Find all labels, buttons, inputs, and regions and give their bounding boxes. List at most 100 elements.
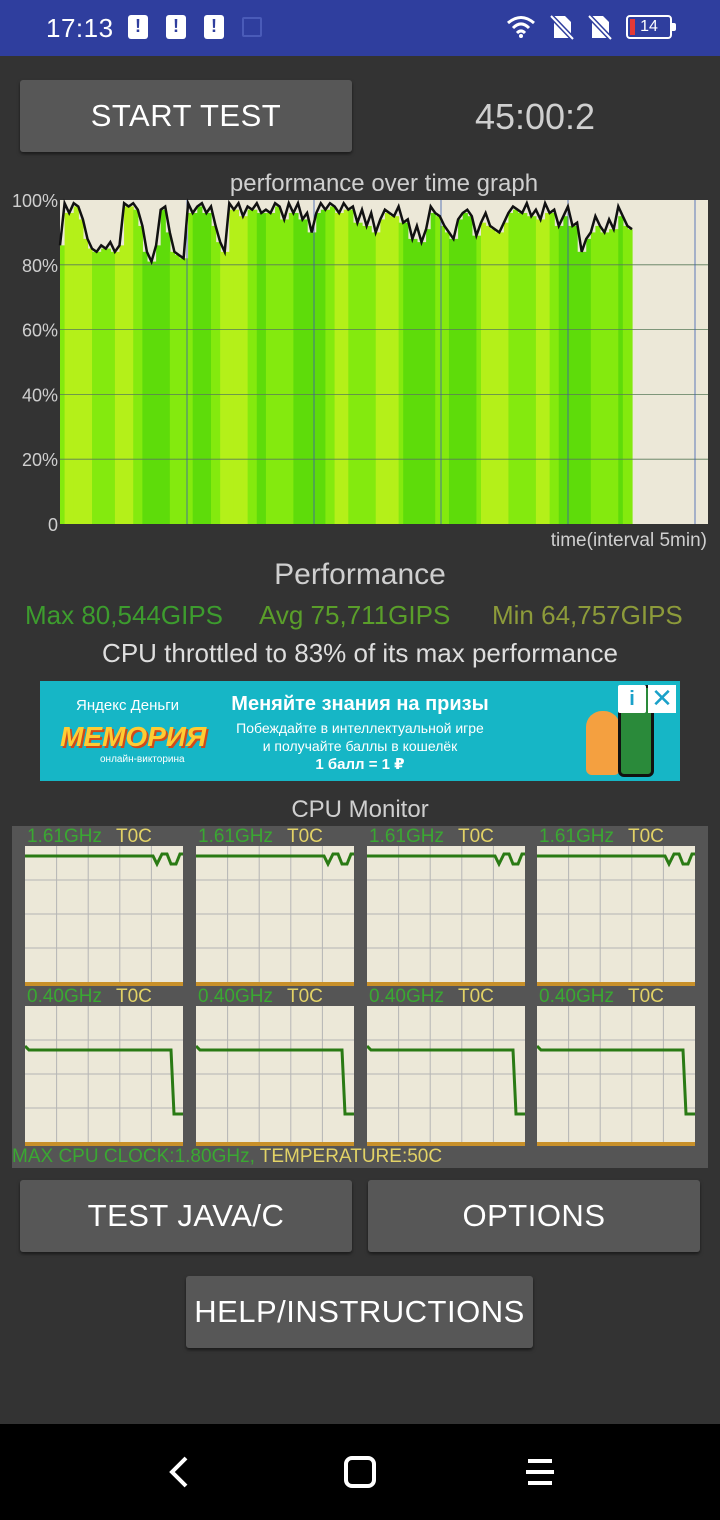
cpu-core-temperature: T0C <box>286 986 323 1007</box>
performance-bar <box>439 225 445 525</box>
no-sim-icon <box>550 14 574 40</box>
cpu-core-frequency: 0.40GHz <box>539 986 614 1007</box>
menu-icon[interactable] <box>520 1452 560 1492</box>
performance-bar <box>188 212 194 524</box>
performance-bar <box>371 232 377 524</box>
performance-bar <box>430 212 436 524</box>
cpu-core-label: 1.61GHz T0C <box>198 826 323 848</box>
performance-bar <box>243 216 249 524</box>
ad-brand-sub: онлайн-викторина <box>100 754 185 765</box>
avg-stat: Avg 75,711GIPS <box>259 600 451 630</box>
performance-bar <box>128 206 134 525</box>
performance-bar <box>151 261 157 524</box>
start-test-button[interactable]: START TEST <box>20 80 352 152</box>
performance-bar <box>403 222 409 524</box>
test-java-c-button[interactable]: TEST JAVA/C <box>20 1180 352 1252</box>
alert-icon <box>204 15 224 39</box>
ad-body-line: Побеждайте в интеллектуальной игре <box>236 720 484 736</box>
performance-bar <box>339 212 345 524</box>
throttle-text: CPU throttled to 83% of its max performa… <box>102 638 618 668</box>
performance-bar <box>554 225 560 525</box>
status-time: 17:13 <box>46 13 114 43</box>
performance-bar <box>426 229 432 524</box>
test-timer: 45:00:2 <box>474 96 596 137</box>
performance-bar <box>133 209 139 524</box>
help-instructions-button[interactable]: HELP/INSTRUCTIONS <box>186 1276 533 1348</box>
performance-bar <box>471 235 478 524</box>
performance-bar <box>499 232 505 524</box>
performance-bar <box>380 219 386 524</box>
cpu-core-label: 0.40GHz T0C <box>369 986 494 1008</box>
cpu-core-temperature: T0C <box>457 826 494 847</box>
performance-bar <box>609 229 615 524</box>
cpu-core-frequency-line <box>25 1044 183 1116</box>
graph-y-tick: 0 <box>48 515 58 535</box>
cpu-core-frequency: 1.61GHz <box>27 826 102 847</box>
performance-bar <box>288 212 294 524</box>
performance-bar <box>540 219 546 524</box>
performance-bar <box>192 212 198 524</box>
performance-bar <box>526 216 532 524</box>
cpu-core-label: 1.61GHz T0C <box>27 826 152 848</box>
performance-bar <box>362 225 368 525</box>
options-button[interactable]: OPTIONS <box>368 1180 700 1252</box>
performance-bar <box>407 238 413 524</box>
gallery-icon <box>242 17 262 37</box>
cpu-core-graph <box>25 846 183 986</box>
performance-bar <box>256 212 262 524</box>
cpu-core-frequency: 0.40GHz <box>369 986 444 1007</box>
performance-bar <box>252 209 258 524</box>
alert-icon <box>128 15 148 39</box>
performance-bar <box>284 219 290 524</box>
ad-banner[interactable]: Яндекс Деньги МЕМОРИЯ онлайн-викторина М… <box>40 681 680 781</box>
performance-bar <box>480 222 487 524</box>
performance-bar <box>577 251 583 524</box>
performance-bar <box>366 225 372 525</box>
no-sim-icon <box>588 14 612 40</box>
cpu-monitor-panel: 1.61GHz T0C 1.61GHz T0C 1.61GHz T0C 1.61GHz T0C… <box>12 826 708 1168</box>
performance-bar <box>215 242 221 524</box>
home-icon[interactable] <box>340 1452 380 1492</box>
performance-bar <box>448 238 455 524</box>
cpu-core-label: 0.40GHz T0C <box>198 986 323 1008</box>
performance-bar <box>490 229 496 524</box>
cpu-max-clock: MAX CPU CLOCK:1.80GHz, <box>12 1146 255 1167</box>
performance-bar <box>119 245 125 525</box>
cpu-core-frequency-line <box>537 1044 695 1116</box>
ad-rate: 1 балл = 1 ₽ <box>315 756 405 773</box>
cpu-core-graph <box>25 1006 183 1146</box>
cpu-core-graph <box>367 1006 525 1146</box>
performance-bar <box>590 232 596 524</box>
cpu-core-graph <box>196 846 354 986</box>
performance-bar <box>69 212 75 524</box>
performance-bar <box>535 219 542 524</box>
performance-bar <box>444 232 450 524</box>
ad-info-icon[interactable]: i <box>618 685 646 713</box>
performance-bar <box>96 251 102 524</box>
cpu-core-graph <box>196 1006 354 1146</box>
ad-close-icon[interactable]: ✕ <box>648 685 676 713</box>
cpu-core-frequency-line <box>367 852 525 868</box>
performance-bar <box>82 238 89 524</box>
performance-bar <box>563 216 569 524</box>
performance-bar <box>293 212 299 524</box>
back-icon[interactable] <box>160 1452 200 1492</box>
graph-y-tick: 60% <box>22 321 58 341</box>
status-bar: 17:13 14 <box>0 0 720 56</box>
graph-y-tick: 40% <box>22 385 58 405</box>
performance-bar <box>375 232 381 524</box>
performance-bar <box>545 212 551 524</box>
alert-icon <box>166 15 186 39</box>
cpu-core-label: 1.61GHz T0C <box>369 826 494 848</box>
performance-bar <box>160 209 166 524</box>
performance-bar <box>343 209 349 524</box>
performance-bar <box>316 212 322 524</box>
cpu-core-frequency-line <box>537 852 695 868</box>
performance-bar <box>275 206 281 525</box>
cpu-core-frequency: 0.40GHz <box>198 986 273 1007</box>
performance-bar <box>618 216 624 524</box>
performance-bar <box>165 232 171 524</box>
performance-bar <box>572 225 578 525</box>
performance-bar <box>64 212 70 524</box>
performance-bar <box>531 216 537 524</box>
